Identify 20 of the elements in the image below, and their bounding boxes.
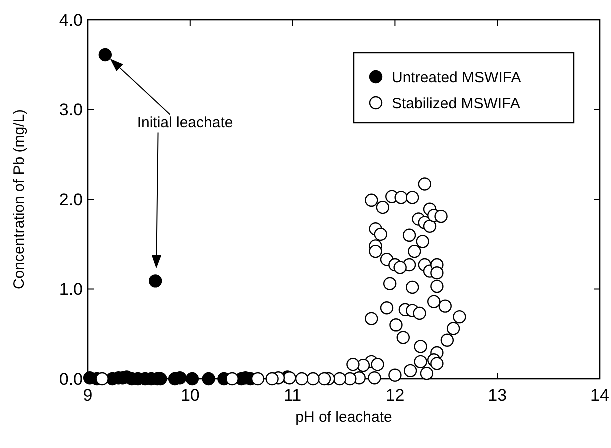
x-tick-label: 9 [83, 386, 93, 405]
y-tick-label: 4.0 [59, 10, 83, 30]
legend-label: Untreated MSWIFA [392, 69, 522, 86]
y-tick-label: 0.0 [59, 370, 83, 389]
x-axis-title: pH of leachate [296, 409, 392, 426]
y-tick-label: 2.0 [59, 190, 83, 210]
y-tick-label: 1.0 [59, 280, 83, 300]
y-axis-title: Concentration of Pb (mg/L) [11, 109, 28, 290]
point [98, 48, 112, 62]
legend-label: Stabilized MSWIFA [392, 95, 520, 112]
x-tick-label: 14 [590, 386, 610, 405]
point [186, 372, 200, 386]
x-tick-label: 13 [488, 386, 508, 405]
point [202, 372, 216, 386]
annotation: Initial leachate [137, 114, 234, 132]
x-tick-label: 11 [284, 386, 302, 405]
point [148, 274, 162, 288]
x-tick-label: 12 [386, 386, 405, 405]
x-tick-label: 10 [180, 386, 200, 405]
y-tick-label: 3.0 [59, 100, 83, 120]
